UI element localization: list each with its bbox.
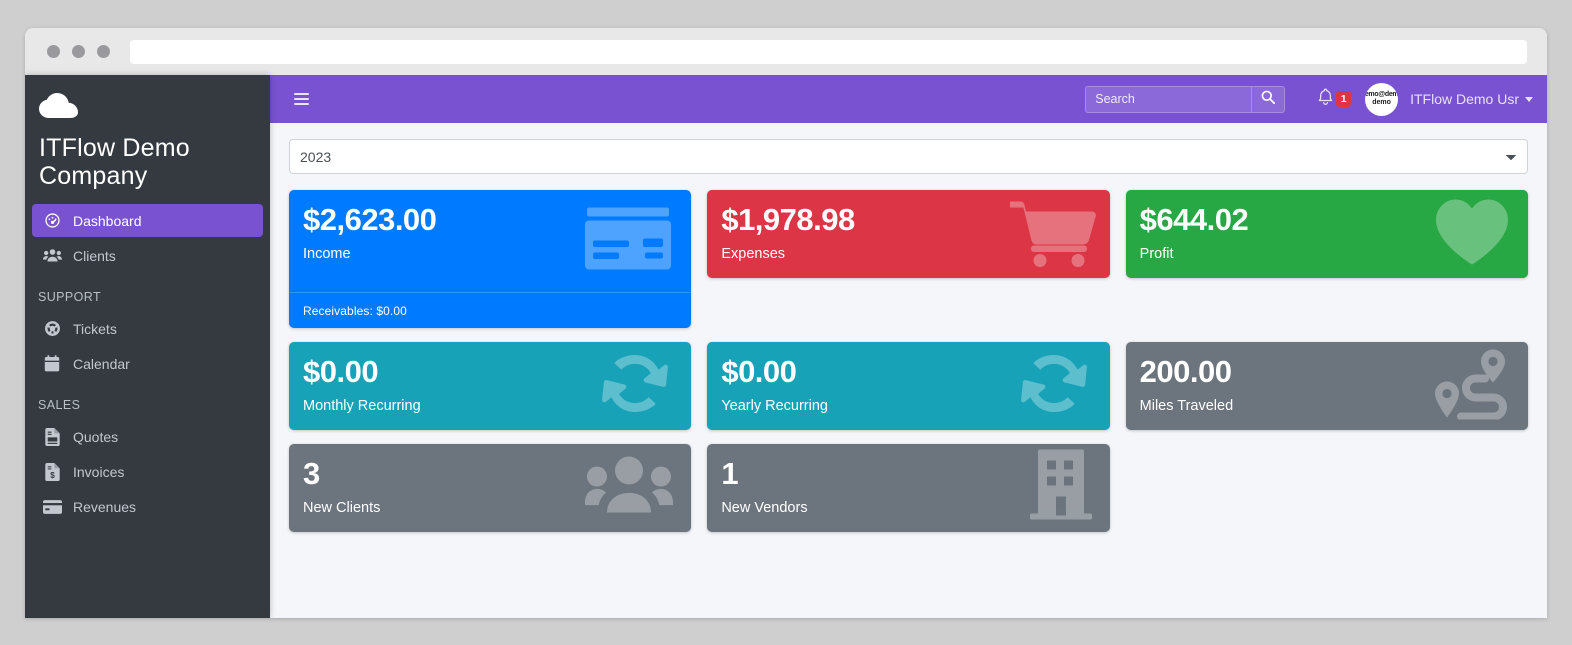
card-label: Yearly Recurring [721, 397, 828, 414]
card-label: Miles Traveled [1139, 397, 1234, 414]
chevron-down-icon [1525, 96, 1533, 102]
card-body: $2,623.00 Income [289, 190, 691, 292]
search-button[interactable] [1251, 85, 1286, 113]
sidebar-item-dashboard[interactable]: Dashboard [32, 204, 263, 237]
top-navbar: 1 demo@demo demo ITFlow Demo Usr [270, 75, 1547, 123]
credit-card-icon [42, 499, 62, 514]
card-value: $0.00 [721, 354, 797, 389]
svg-text:$: $ [50, 470, 55, 479]
main-content: 2023 2022 2021 2020 $2,623.00 Income [270, 123, 1547, 618]
brand[interactable]: ITFlow Demo Company [25, 81, 270, 200]
sidebar-item-calendar[interactable]: Calendar [32, 347, 263, 380]
cloud-icon [39, 93, 79, 124]
stat-card-miles-traveled[interactable]: 200.00 Miles Traveled [1125, 342, 1528, 430]
card-value: 200.00 [1139, 354, 1232, 389]
stats-card-grid: $2,623.00 Income [289, 190, 1528, 532]
file-invoice-dollar-icon: $ [42, 462, 62, 481]
sidebar-item-quotes[interactable]: Quotes [32, 420, 263, 453]
card-value: 1 [721, 456, 739, 491]
sidebar-item-label: Tickets [73, 320, 117, 337]
card-body: 1 New Vendors [707, 444, 1109, 532]
magnifier-icon [1261, 90, 1276, 109]
sidebar-item-label: Calendar [73, 355, 130, 372]
card-label: Profit [1139, 245, 1174, 262]
close-window-dot[interactable] [47, 45, 60, 58]
stat-card-monthly-recurring[interactable]: $0.00 Monthly Recurring [289, 342, 692, 430]
sidebar-section-sales-header: SALES [38, 398, 81, 412]
user-menu[interactable]: ITFlow Demo Usr [1410, 91, 1533, 107]
content-column: 1 demo@demo demo ITFlow Demo Usr 2023 20 [270, 75, 1547, 618]
card-value: $0.00 [303, 354, 379, 389]
avatar-line-1: demo@demo [1365, 91, 1399, 98]
notification-badge: 1 [1336, 90, 1352, 108]
year-select[interactable]: 2023 2022 2021 2020 [289, 139, 1528, 174]
browser-window: ITFlow Demo Company [25, 28, 1547, 618]
card-body: 200.00 Miles Traveled [1126, 342, 1528, 430]
stat-card-income[interactable]: $2,623.00 Income [289, 190, 692, 328]
card-body: $644.02 Profit [1126, 190, 1528, 278]
avatar-line-2: demo [1372, 99, 1391, 106]
maximize-window-dot[interactable] [97, 45, 110, 58]
bell-icon [1317, 87, 1334, 111]
users-icon [42, 248, 62, 263]
sidebar-item-invoices[interactable]: $ Invoices [32, 455, 263, 488]
card-body: $0.00 Yearly Recurring [707, 342, 1109, 430]
stat-card-expenses[interactable]: $1,978.98 Expenses [707, 190, 1110, 278]
sidebar-item-label: Clients [73, 247, 116, 264]
calendar-icon [42, 355, 62, 372]
sidebar: ITFlow Demo Company [25, 75, 270, 618]
sidebar-item-tickets[interactable]: Tickets [32, 312, 263, 345]
card-label: Monthly Recurring [303, 397, 421, 414]
user-menu-label: ITFlow Demo Usr [1410, 91, 1519, 107]
card-label: Expenses [721, 245, 786, 262]
card-footer: Receivables: $0.00 [289, 292, 692, 328]
card-value: $2,623.00 [303, 202, 437, 237]
stat-card-profit[interactable]: $644.02 Profit [1125, 190, 1528, 278]
stat-card-yearly-recurring[interactable]: $0.00 Yearly Recurring [707, 342, 1110, 430]
search-form [1085, 85, 1286, 113]
window-controls [39, 45, 110, 58]
sidebar-item-label: Revenues [73, 498, 137, 515]
card-body: $0.00 Monthly Recurring [289, 342, 691, 430]
avatar[interactable]: demo@demo demo [1365, 82, 1399, 116]
stat-card-new-clients[interactable]: 3 New Clients [289, 444, 692, 532]
sidebar-item-label: Invoices [73, 463, 125, 480]
notifications-button[interactable]: 1 [1315, 86, 1353, 113]
file-invoice-icon [42, 427, 62, 446]
tachometer-icon [42, 212, 62, 229]
stat-card-new-vendors[interactable]: 1 New Vendors [707, 444, 1110, 532]
sidebar-item-clients[interactable]: Clients [32, 239, 263, 272]
card-body: $1,978.98 Expenses [707, 190, 1109, 278]
brand-text: ITFlow Demo Company [39, 134, 190, 190]
sidebar-nav: Dashboard Clients [25, 204, 270, 523]
minimize-window-dot[interactable] [72, 45, 85, 58]
navbar-right: 1 demo@demo demo ITFlow Demo Usr [1295, 82, 1533, 116]
sidebar-item-label: Dashboard [73, 212, 142, 229]
card-value: $1,978.98 [721, 202, 855, 237]
card-body: 3 New Clients [289, 444, 691, 532]
hamburger-icon[interactable] [292, 89, 311, 109]
url-bar[interactable] [130, 39, 1527, 64]
card-value: 3 [303, 456, 320, 491]
life-ring-icon [42, 320, 62, 337]
card-value: $644.02 [1139, 202, 1249, 237]
browser-chrome-bar [25, 28, 1547, 75]
sidebar-item-label: Quotes [73, 428, 119, 445]
sidebar-section-support-header: SUPPORT [38, 290, 101, 304]
card-label: Income [303, 245, 351, 262]
sidebar-item-revenues[interactable]: Revenues [32, 490, 263, 523]
card-label: New Clients [303, 499, 381, 516]
search-input[interactable] [1085, 85, 1252, 113]
app-container: ITFlow Demo Company [25, 75, 1547, 618]
card-label: New Vendors [721, 499, 808, 516]
